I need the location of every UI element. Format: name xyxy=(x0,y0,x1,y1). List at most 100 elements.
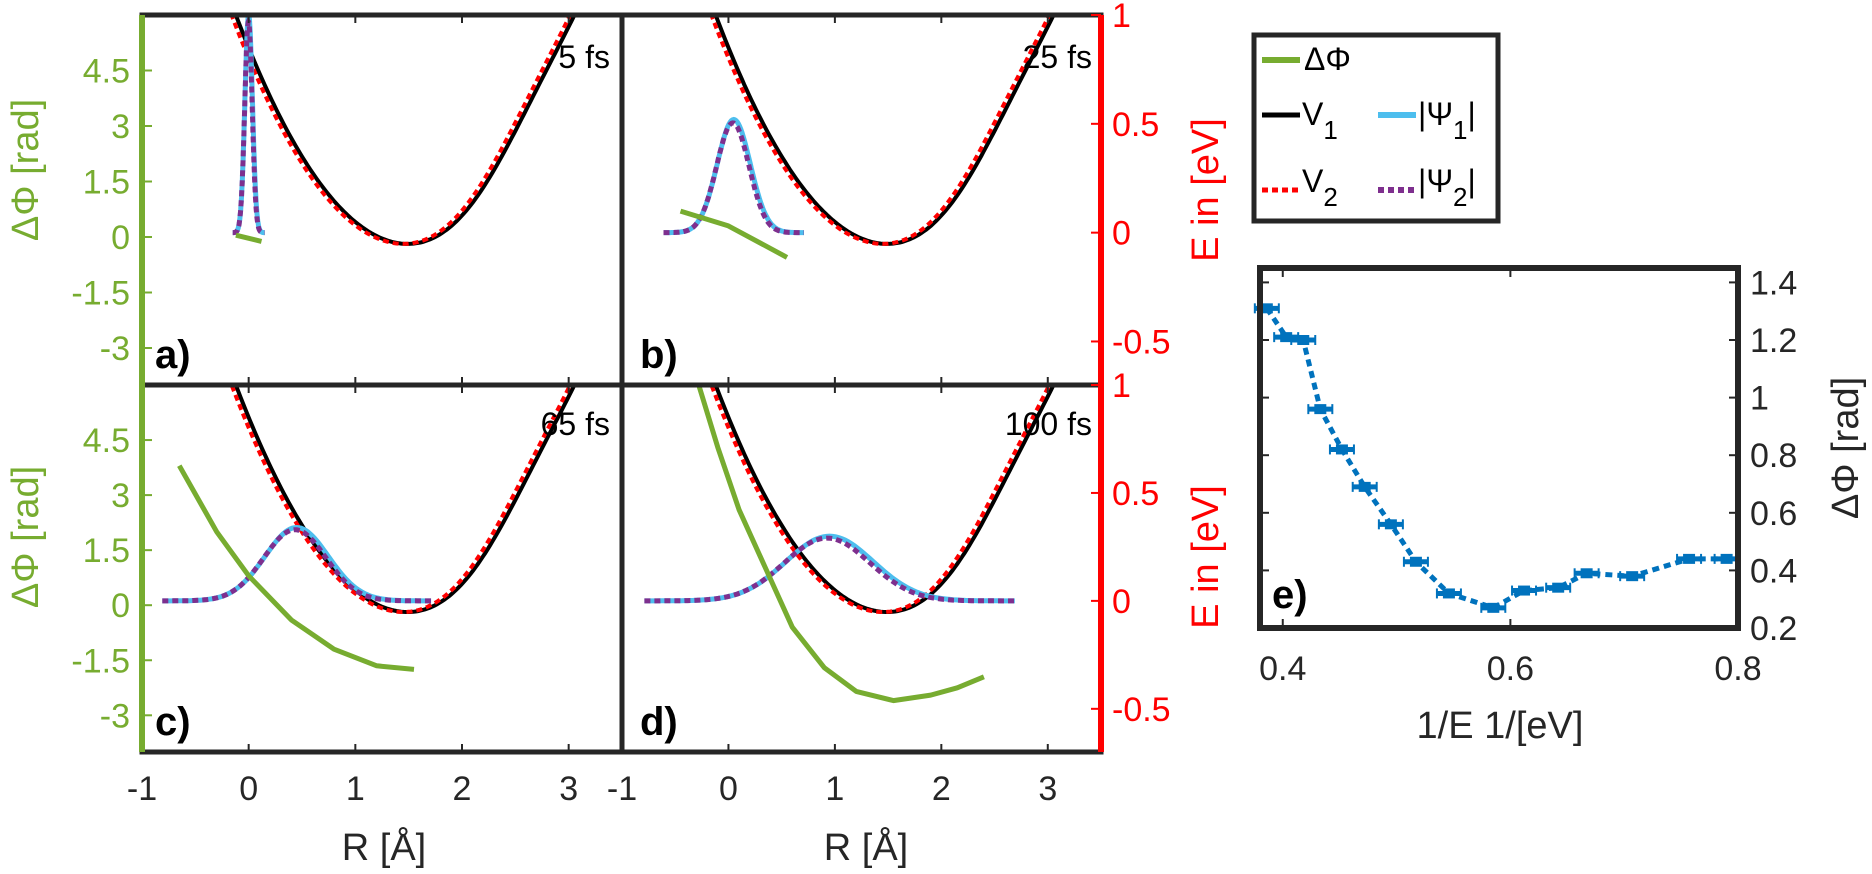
legend-v2-label: V2 xyxy=(1302,163,1338,212)
energy-tick-label: 0 xyxy=(1112,215,1131,253)
phase-tick-label: 4.5 xyxy=(83,422,130,460)
panel-c-plot-area xyxy=(162,385,577,672)
x-tick-labels-left: -1 0 1 2 3 xyxy=(127,770,578,808)
panel-d: d) 100 fs xyxy=(621,385,1092,752)
v1-curve xyxy=(713,15,1056,246)
legend-psi2-base: |Ψ xyxy=(1418,163,1453,199)
panel-e-ticks xyxy=(1260,268,1739,629)
energy-tick-label: 1 xyxy=(1112,367,1131,405)
energy-label-top: E in [eV] xyxy=(1185,118,1227,262)
phase-curve xyxy=(177,464,415,672)
legend: ΔΦ V1 |Ψ1| V2 |Ψ2| xyxy=(1251,32,1501,224)
panel-b-plot-area xyxy=(663,15,1056,260)
panel-a-plot-area xyxy=(229,15,577,246)
legend-psi1-base: |Ψ xyxy=(1418,96,1453,132)
panel-e-point xyxy=(1280,332,1293,343)
panel-b: b) 25 fs xyxy=(621,15,1092,385)
panel-a-frame xyxy=(139,12,625,388)
x-tick-label: 0 xyxy=(239,770,258,808)
x-tick-labels-right: -1 0 1 2 3 xyxy=(607,770,1057,808)
panel-a: a) 5 fs xyxy=(141,15,610,385)
psi1-curve xyxy=(663,116,804,236)
x-tick-label: 1 xyxy=(346,770,365,808)
phase-tick-label: -3 xyxy=(100,330,130,368)
panel-e-point xyxy=(1358,481,1371,492)
panel-a-letter: a) xyxy=(155,333,191,377)
panel-e-frame xyxy=(1257,265,1741,631)
legend-psi2-end: | xyxy=(1468,163,1476,199)
panel-e-y-tick-label: 0.8 xyxy=(1750,437,1797,475)
panel-e: 0.4 0.6 0.8 1.4 1.2 1 0.8 0.6 0.4 0.2 e) 1/E 1/[… xyxy=(1253,264,1867,747)
phase-curve xyxy=(679,208,789,260)
phase-tick-label: 1.5 xyxy=(83,164,130,202)
panel-b-letter: b) xyxy=(640,333,678,377)
panel-c: c) 65 fs xyxy=(141,385,610,752)
x-tick-label: 2 xyxy=(453,770,472,808)
psi2-curve xyxy=(232,17,265,236)
legend-v1-base: V xyxy=(1302,96,1324,132)
panel-e-point xyxy=(1314,404,1327,415)
panel-e-letter: e) xyxy=(1272,573,1308,617)
panel-c-letter: c) xyxy=(155,700,191,744)
panel-a-curves xyxy=(141,15,577,385)
panel-e-x-tick-labels: 0.4 0.6 0.8 xyxy=(1259,650,1762,688)
panel-e-y-tick-label: 1.4 xyxy=(1750,264,1797,302)
energy-tick-labels-bottom: 1 0.5 0 -0.5 xyxy=(1091,367,1171,729)
phase-label-bottom: ΔΦ [rad] xyxy=(5,466,47,608)
psi1-curve xyxy=(162,524,432,604)
x-tick-label: 0 xyxy=(719,770,738,808)
x-tick-label: 3 xyxy=(1038,770,1057,808)
panel-e-y-tick-label: 0.6 xyxy=(1750,495,1797,533)
legend-v1-sub: 1 xyxy=(1323,115,1337,145)
psi2-curve xyxy=(162,527,432,604)
panel-d-plot-area xyxy=(644,385,1056,704)
energy-tick-label: 1 xyxy=(1112,0,1131,35)
panel-e-point xyxy=(1384,519,1397,530)
phase-tick-label: 0 xyxy=(111,219,130,257)
panel-c-curves xyxy=(141,385,577,752)
legend-v1-label: V1 xyxy=(1302,96,1338,145)
panel-e-y-tick-label: 1.2 xyxy=(1750,322,1797,360)
panel-e-y-tick-label: 1 xyxy=(1750,380,1769,418)
psi2-curve xyxy=(644,535,1015,604)
panel-e-point xyxy=(1442,588,1455,599)
panel-e-point xyxy=(1260,303,1273,314)
energy-tick-labels-top: 1 0.5 0 -0.5 xyxy=(1091,0,1171,361)
panel-e-y-tick-label: 0.2 xyxy=(1750,610,1797,648)
panel-e-point xyxy=(1409,556,1422,567)
legend-v2-base: V xyxy=(1302,163,1324,199)
panel-e-line xyxy=(1264,306,1727,611)
v2-curve xyxy=(229,15,573,246)
phase-tick-label: -3 xyxy=(100,697,130,735)
energy-tick-label: 0.5 xyxy=(1112,106,1159,144)
panel-d-letter: d) xyxy=(640,700,678,744)
energy-tick-label: 0 xyxy=(1112,583,1131,621)
panel-e-point xyxy=(1518,585,1531,596)
psi1-curve xyxy=(644,533,1015,604)
phase-tick-label: -1.5 xyxy=(71,275,130,313)
legend-psi2-label: |Ψ2| xyxy=(1418,163,1476,212)
energy-tick-label: -0.5 xyxy=(1112,323,1171,361)
panel-e-point xyxy=(1580,568,1593,579)
v1-curve xyxy=(713,385,1056,614)
phase-tick-label: 0 xyxy=(111,587,130,625)
panel-e-point xyxy=(1626,571,1639,582)
phase-tick-label: 3 xyxy=(111,477,130,515)
panel-e-x-label: 1/E 1/[eV] xyxy=(1417,705,1584,747)
x-tick-label: 1 xyxy=(825,770,844,808)
x-tick-label: 3 xyxy=(559,770,578,808)
panel-b-time-label: 25 fs xyxy=(1023,39,1092,75)
panel-e-point xyxy=(1297,335,1310,345)
panel-d-curves xyxy=(621,385,1056,752)
v2-curve xyxy=(709,15,1052,246)
phase-tick-labels-top: 4.5 3 1.5 0 -1.5 -3 xyxy=(71,53,152,368)
legend-psi1-label: |Ψ1| xyxy=(1418,96,1476,145)
legend-v2-sub: 2 xyxy=(1323,182,1337,212)
legend-psi2-sub: 2 xyxy=(1453,182,1467,212)
panel-frames xyxy=(139,12,1104,755)
panel-e-point xyxy=(1335,444,1348,455)
x-label-right: R [Å] xyxy=(824,825,908,869)
panel-b-curves xyxy=(621,15,1056,385)
panel-d-time-label: 100 fs xyxy=(1005,406,1092,442)
